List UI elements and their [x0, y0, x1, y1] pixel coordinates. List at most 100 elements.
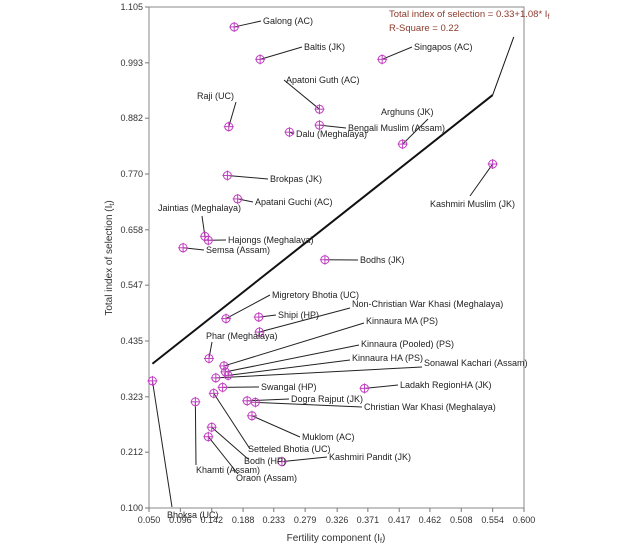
leader-kinnaura-pooled-ps [225, 344, 360, 373]
leader-kashmiri-pandit-jk [281, 456, 328, 463]
y-tick-label-0: 0.100 [120, 503, 143, 513]
point-hajongs-meghalaya [203, 235, 214, 246]
point-singapos-ac [377, 54, 388, 65]
plot-area-frame [148, 6, 525, 509]
label-ladakh-regionha-jk: Ladakh RegionHA (JK) [400, 380, 492, 390]
point-kashmiri-pandit-jk [276, 456, 287, 467]
y-tick-label-2: 0.323 [120, 392, 143, 402]
label-shipi-hp: Shipi (HP) [278, 310, 319, 320]
leader-ladakh-regionha-jk [364, 384, 399, 389]
regression-line [151, 94, 494, 365]
label-arghuns-jk: Arghuns (JK) [381, 107, 434, 117]
point-ladakh-regionha-jk [359, 383, 370, 394]
leader-non-christian-war-khasi-meghalaya [259, 307, 351, 333]
x-tick-label-10: 0.508 [450, 515, 473, 525]
point-dalu-meghalaya [284, 127, 295, 138]
point-non-christian-war-khasi-meghalaya [254, 327, 265, 338]
leader-muklom-ac [251, 415, 301, 438]
x-tick-label-8: 0.417 [388, 515, 411, 525]
tick-marks [145, 6, 525, 512]
point-bodh-hp [206, 422, 217, 433]
x-tick-label-11: 0.554 [481, 515, 504, 525]
label-singapos-ac: Singapos (AC) [414, 42, 473, 52]
point-galong-ac [229, 21, 240, 32]
leader-galong-ac [234, 20, 262, 28]
label-kinnaura-pooled-ps: Kinnaura (Pooled) (PS) [361, 339, 454, 349]
leader-kashmiri-muslim-jk [469, 163, 494, 197]
point-phar-meghalaya [204, 353, 214, 364]
x-tick-label-3: 0.188 [232, 515, 255, 525]
label-kashmiri-muslim-jk: Kashmiri Muslim (JK) [430, 199, 515, 209]
r-square-label: R-Square = 0.22 [389, 23, 459, 34]
label-dalu-meghalaya: Dalu (Meghalaya) [296, 129, 367, 139]
label-kinnaura-ha-ps: Kinnaura HA (PS) [352, 353, 423, 363]
leader-kinnaura-ma-ps [223, 322, 365, 367]
label-apatoni-guth-ac: Apatoni Guth (AC) [286, 75, 360, 85]
label-muklom-ac: Muklom (AC) [302, 432, 355, 442]
label-kashmiri-pandit-jk: Kashmiri Pandit (JK) [329, 452, 411, 462]
point-kashmiri-muslim-jk [487, 159, 498, 170]
label-baltis-jk: Baltis (JK) [304, 42, 345, 52]
point-khamti-assam [190, 396, 201, 407]
leader-lines [151, 20, 494, 508]
y-tick-label-5: 0.658 [120, 225, 143, 235]
label-semsa-assam: Semsa (Assam) [206, 245, 270, 255]
label-kinnaura-ma-ps: Kinnaura MA (PS) [366, 316, 438, 326]
y-tick-label-3: 0.435 [120, 336, 143, 346]
leader-kinnaura-ha-ps [228, 359, 351, 376]
point-raji-uc [223, 121, 234, 132]
point-bhoksa-uc [147, 375, 158, 386]
regression-layer [151, 36, 515, 365]
y-tick-label-8: 0.993 [120, 58, 143, 68]
label-phar-meghalaya: Phar (Meghalaya) [206, 331, 278, 341]
leader-oraon-assam [207, 436, 239, 475]
point-labels: Galong (AC) Baltis (JK) Singapos (AC) Apato… [158, 16, 528, 520]
regression-equation: Total index of selection = 0.33+1.08* If [389, 9, 549, 21]
leader-dogra-rajput-jk [247, 398, 290, 402]
point-migretory-bhotia-uc [221, 313, 232, 324]
point-arghuns-jk [397, 139, 408, 150]
label-bengali-muslim-assam: Bengali Muslim (Assam) [348, 123, 445, 133]
leader-christian-war-khasi-meghalaya [255, 401, 363, 408]
label-christian-war-khasi-meghalaya: Christian War Khasi (Meghalaya) [364, 402, 496, 412]
y-tick-label-9: 1.105 [120, 2, 143, 12]
leader-singapos-ac [381, 46, 413, 60]
point-setteled-bhotia-uc [208, 388, 219, 399]
leader-khamti-assam [194, 401, 197, 466]
axes: 0.050 0.096 0.142 0.188 0.233 0.279 0.326 0.371… [120, 2, 535, 525]
label-sonawal-kachari-assam: Sonawal Kachari (Assam) [424, 358, 528, 368]
label-oraon-assam: Oraon (Assam) [236, 473, 297, 483]
y-axis-title: Total index of selection (It) [104, 200, 116, 315]
y-tick-label-6: 0.770 [120, 169, 143, 179]
regression-line-extension [492, 36, 515, 96]
label-khamti-assam: Khamti (Assam) [196, 465, 260, 475]
x-tick-label-0: 0.050 [138, 515, 161, 525]
y-tick-label-4: 0.547 [120, 280, 143, 290]
x-tick-label-9: 0.462 [419, 515, 442, 525]
label-setteled-bhotia-uc: Setteled Bhotia (UC) [248, 444, 331, 454]
data-points [147, 21, 498, 467]
leader-apatoni-guth-ac [283, 79, 320, 110]
point-oraon-assam [203, 431, 214, 442]
x-tick-label-5: 0.279 [294, 515, 317, 525]
point-apatoni-guth-ac [314, 104, 325, 115]
leader-migretory-bhotia-uc [225, 294, 271, 320]
label-brokpas-jk: Brokpas (JK) [270, 174, 322, 184]
point-sonawal-kachari-assam [210, 372, 221, 383]
label-swangal-hp: Swangal (HP) [261, 382, 317, 392]
x-tick-label-7: 0.371 [357, 515, 380, 525]
point-semsa-assam [178, 242, 189, 253]
point-bodhs-jk [319, 254, 330, 265]
label-bodhs-jk: Bodhs (JK) [360, 255, 405, 265]
label-apatani-guchi-ac: Apatani Guchi (AC) [255, 197, 333, 207]
label-bhoksa-uc: Bhoksa (UC) [167, 510, 219, 520]
label-galong-ac: Galong (AC) [263, 16, 313, 26]
leader-apatani-guchi-ac [237, 198, 254, 203]
x-axis-title: Fertility component (If) [287, 533, 386, 545]
leader-brokpas-jk [227, 174, 269, 180]
label-jaintias-meghalaya: Jaintias (Meghalaya) [158, 203, 241, 213]
x-tick-label-1: 0.096 [169, 515, 192, 525]
label-bodh-hp: Bodh (HP) [244, 456, 286, 466]
